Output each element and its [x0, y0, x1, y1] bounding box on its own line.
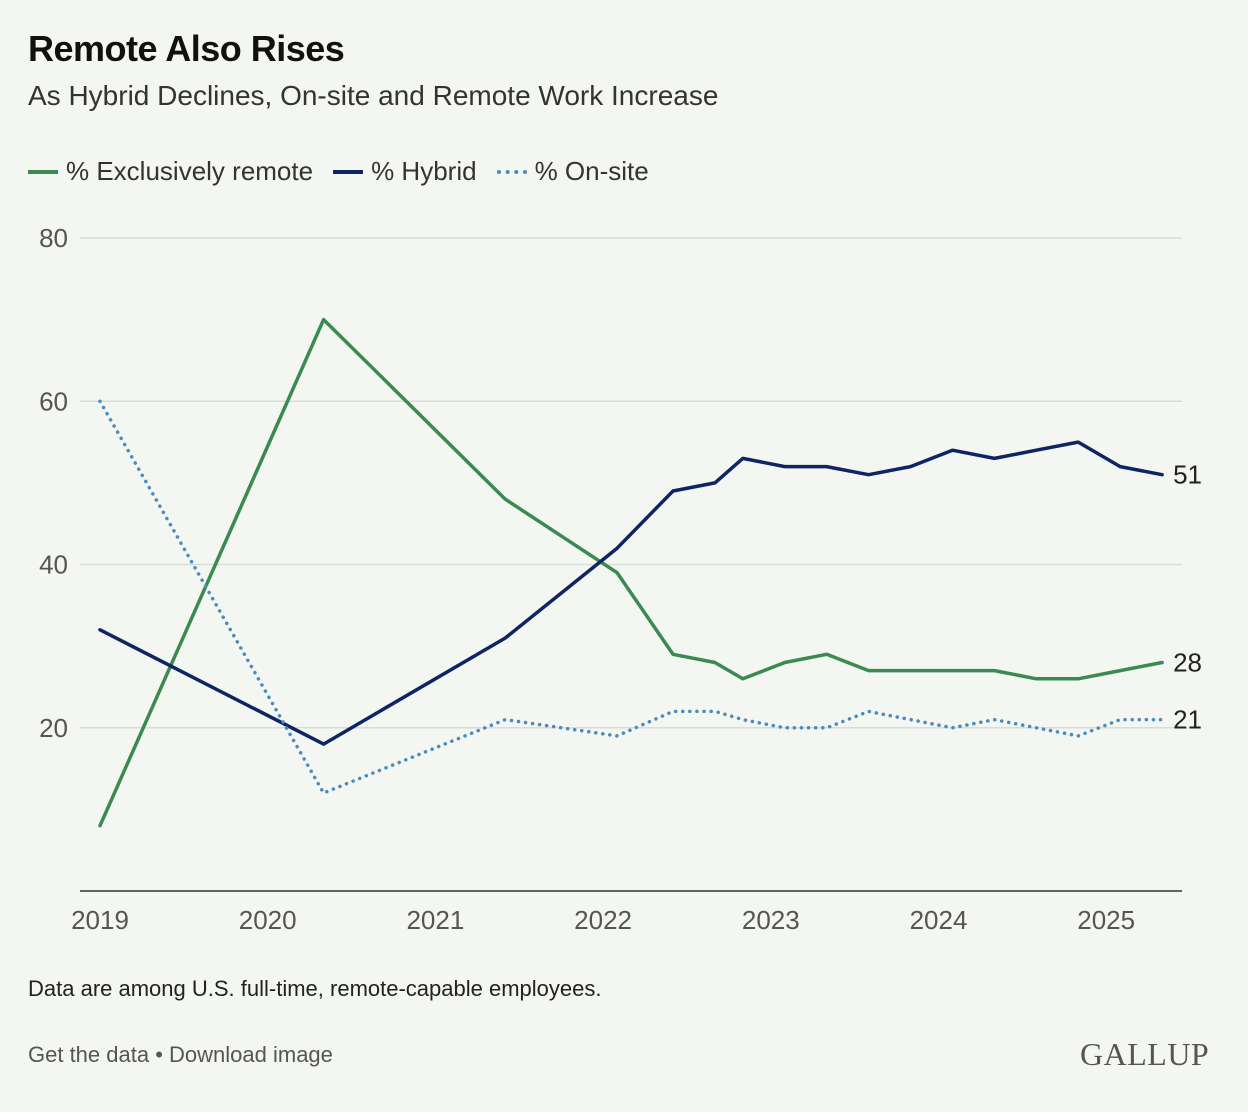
legend-label: % Exclusively remote — [66, 156, 314, 186]
x-tick-label: 2020 — [239, 905, 297, 935]
chart-title: Remote Also Rises — [28, 28, 345, 69]
legend-label: % On-site — [534, 156, 649, 186]
x-tick-label: 2024 — [910, 905, 968, 935]
plot-area: 20 40 60 80 2019 2020 2021 2022 2023 2024 2025 28 51… — [39, 223, 1202, 935]
y-tick-label: 20 — [39, 713, 68, 743]
legend-swatch-remote — [28, 169, 58, 174]
end-label: 28 — [1173, 647, 1202, 677]
x-tick-label: 2021 — [406, 905, 464, 935]
end-label: 21 — [1173, 705, 1202, 735]
x-tick-label: 2023 — [742, 905, 800, 935]
end-label: 51 — [1173, 460, 1202, 490]
legend-swatch-onsite — [496, 169, 527, 174]
legend-swatch-hybrid — [333, 169, 364, 174]
x-tick-label: 2025 — [1077, 905, 1135, 935]
y-tick-label: 60 — [39, 386, 68, 416]
chart-subtitle: As Hybrid Declines, On-site and Remote W… — [28, 80, 719, 111]
download-image-link[interactable]: Download image — [169, 1042, 333, 1067]
gallup-logo: GALLUP — [1080, 1036, 1210, 1072]
y-tick-label: 80 — [39, 223, 68, 253]
x-tick-label: 2022 — [574, 905, 632, 935]
footer-links: Get the data • Download image — [28, 1042, 333, 1068]
legend-item-remote: % Exclusively remote — [28, 156, 313, 187]
get-data-link[interactable]: Get the data — [28, 1042, 150, 1067]
y-tick-label: 40 — [39, 550, 68, 580]
series-line-2 — [98, 399, 1164, 795]
legend-item-onsite: % On-site — [496, 156, 649, 187]
x-tick-label: 2019 — [71, 905, 129, 935]
footnote: Data are among U.S. full-time, remote-ca… — [28, 976, 602, 1001]
legend: % Exclusively remote % Hybrid % On-site — [28, 156, 649, 187]
legend-label: % Hybrid — [371, 156, 477, 186]
legend-item-hybrid: % Hybrid — [333, 156, 477, 187]
series-line-0 — [98, 317, 1164, 828]
separator: • — [149, 1042, 170, 1067]
